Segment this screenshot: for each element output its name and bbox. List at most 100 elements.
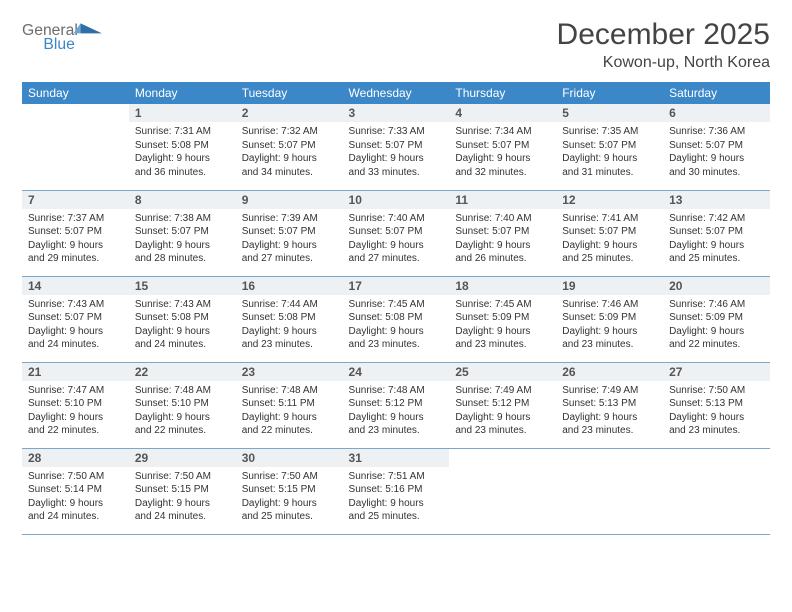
day-text: Sunrise: 7:45 AMSunset: 5:09 PMDaylight:…	[449, 295, 556, 356]
calendar-row: 14Sunrise: 7:43 AMSunset: 5:07 PMDayligh…	[22, 276, 770, 362]
day-text-line: and 25 minutes.	[349, 510, 444, 524]
day-text-line: Sunset: 5:08 PM	[135, 139, 230, 153]
day-text: Sunrise: 7:44 AMSunset: 5:08 PMDaylight:…	[236, 295, 343, 356]
calendar-cell: 16Sunrise: 7:44 AMSunset: 5:08 PMDayligh…	[236, 276, 343, 362]
calendar-cell	[22, 104, 129, 190]
day-text-line: and 23 minutes.	[455, 338, 550, 352]
day-text-line: Sunrise: 7:41 AM	[562, 212, 657, 226]
day-text: Sunrise: 7:50 AMSunset: 5:15 PMDaylight:…	[236, 467, 343, 528]
day-text-line: Sunset: 5:10 PM	[135, 397, 230, 411]
day-number: 23	[236, 363, 343, 381]
day-number: 10	[343, 191, 450, 209]
day-text: Sunrise: 7:42 AMSunset: 5:07 PMDaylight:…	[663, 209, 770, 270]
day-text-line: Sunrise: 7:38 AM	[135, 212, 230, 226]
day-number	[663, 449, 770, 467]
calendar-cell: 30Sunrise: 7:50 AMSunset: 5:15 PMDayligh…	[236, 448, 343, 534]
day-text-line: Sunrise: 7:42 AM	[669, 212, 764, 226]
day-text-line: Daylight: 9 hours	[242, 325, 337, 339]
day-number	[22, 104, 129, 122]
day-text-line: Sunrise: 7:44 AM	[242, 298, 337, 312]
page-subtitle: Kowon-up, North Korea	[557, 54, 770, 72]
day-text-line: Sunrise: 7:34 AM	[455, 125, 550, 139]
day-text-line: Sunrise: 7:36 AM	[669, 125, 764, 139]
day-text-line: Sunset: 5:09 PM	[455, 311, 550, 325]
day-text-line: Sunset: 5:07 PM	[349, 225, 444, 239]
dayhead-thu: Thursday	[449, 82, 556, 104]
day-number: 7	[22, 191, 129, 209]
day-text: Sunrise: 7:43 AMSunset: 5:08 PMDaylight:…	[129, 295, 236, 356]
day-number: 29	[129, 449, 236, 467]
day-text-line: and 22 minutes.	[135, 424, 230, 438]
calendar-cell: 21Sunrise: 7:47 AMSunset: 5:10 PMDayligh…	[22, 362, 129, 448]
day-text: Sunrise: 7:45 AMSunset: 5:08 PMDaylight:…	[343, 295, 450, 356]
day-text: Sunrise: 7:48 AMSunset: 5:10 PMDaylight:…	[129, 381, 236, 442]
day-text-line: Sunset: 5:07 PM	[135, 225, 230, 239]
day-text	[663, 467, 770, 474]
day-text-line: Sunset: 5:07 PM	[562, 225, 657, 239]
day-text-line: Daylight: 9 hours	[28, 239, 123, 253]
day-text: Sunrise: 7:32 AMSunset: 5:07 PMDaylight:…	[236, 122, 343, 183]
day-text-line: and 22 minutes.	[28, 424, 123, 438]
day-text-line: Sunrise: 7:45 AM	[349, 298, 444, 312]
day-text-line: Daylight: 9 hours	[669, 325, 764, 339]
dayhead-mon: Monday	[129, 82, 236, 104]
day-text-line: and 24 minutes.	[135, 510, 230, 524]
day-text-line: and 33 minutes.	[349, 166, 444, 180]
day-text-line: and 27 minutes.	[242, 252, 337, 266]
day-text-line: Sunset: 5:09 PM	[562, 311, 657, 325]
day-number: 11	[449, 191, 556, 209]
day-text: Sunrise: 7:35 AMSunset: 5:07 PMDaylight:…	[556, 122, 663, 183]
dayhead-fri: Friday	[556, 82, 663, 104]
day-text: Sunrise: 7:39 AMSunset: 5:07 PMDaylight:…	[236, 209, 343, 270]
day-text-line: and 27 minutes.	[349, 252, 444, 266]
day-text-line: Sunset: 5:15 PM	[135, 483, 230, 497]
calendar-cell: 25Sunrise: 7:49 AMSunset: 5:12 PMDayligh…	[449, 362, 556, 448]
day-text-line: and 36 minutes.	[135, 166, 230, 180]
day-text: Sunrise: 7:40 AMSunset: 5:07 PMDaylight:…	[449, 209, 556, 270]
title-block: December 2025 Kowon-up, North Korea	[557, 18, 770, 72]
day-text-line: Sunrise: 7:43 AM	[135, 298, 230, 312]
calendar-row: 7Sunrise: 7:37 AMSunset: 5:07 PMDaylight…	[22, 190, 770, 276]
day-text-line: Sunset: 5:09 PM	[669, 311, 764, 325]
calendar-cell: 23Sunrise: 7:48 AMSunset: 5:11 PMDayligh…	[236, 362, 343, 448]
day-text-line: Daylight: 9 hours	[242, 411, 337, 425]
day-text-line: Daylight: 9 hours	[349, 239, 444, 253]
day-text-line: Sunrise: 7:49 AM	[455, 384, 550, 398]
day-text-line: Sunrise: 7:50 AM	[242, 470, 337, 484]
calendar-cell: 17Sunrise: 7:45 AMSunset: 5:08 PMDayligh…	[343, 276, 450, 362]
day-text-line: Sunset: 5:07 PM	[28, 225, 123, 239]
day-text-line: Sunset: 5:16 PM	[349, 483, 444, 497]
day-number: 28	[22, 449, 129, 467]
day-text-line: Daylight: 9 hours	[28, 325, 123, 339]
day-text-line: Sunset: 5:08 PM	[242, 311, 337, 325]
day-text-line: and 22 minutes.	[242, 424, 337, 438]
day-number: 12	[556, 191, 663, 209]
calendar-row: 1Sunrise: 7:31 AMSunset: 5:08 PMDaylight…	[22, 104, 770, 190]
day-text-line: and 22 minutes.	[669, 338, 764, 352]
day-text-line: Sunrise: 7:45 AM	[455, 298, 550, 312]
day-text: Sunrise: 7:33 AMSunset: 5:07 PMDaylight:…	[343, 122, 450, 183]
day-text-line: Sunrise: 7:48 AM	[349, 384, 444, 398]
day-text-line: Sunset: 5:10 PM	[28, 397, 123, 411]
page-title: December 2025	[557, 18, 770, 52]
day-number: 14	[22, 277, 129, 295]
day-text-line: and 24 minutes.	[28, 338, 123, 352]
day-text-line: Daylight: 9 hours	[562, 325, 657, 339]
calendar-cell: 4Sunrise: 7:34 AMSunset: 5:07 PMDaylight…	[449, 104, 556, 190]
day-text-line: and 23 minutes.	[242, 338, 337, 352]
dayhead-wed: Wednesday	[343, 82, 450, 104]
day-text-line: Sunset: 5:07 PM	[349, 139, 444, 153]
day-text: Sunrise: 7:37 AMSunset: 5:07 PMDaylight:…	[22, 209, 129, 270]
day-text-line: Daylight: 9 hours	[455, 325, 550, 339]
day-text-line: Daylight: 9 hours	[669, 239, 764, 253]
day-text-line: Sunset: 5:08 PM	[349, 311, 444, 325]
day-text: Sunrise: 7:36 AMSunset: 5:07 PMDaylight:…	[663, 122, 770, 183]
day-text-line: Daylight: 9 hours	[669, 152, 764, 166]
day-text-line: Daylight: 9 hours	[562, 152, 657, 166]
day-text-line: Sunset: 5:11 PM	[242, 397, 337, 411]
dayhead-sat: Saturday	[663, 82, 770, 104]
calendar-cell	[556, 448, 663, 534]
day-text-line: and 23 minutes.	[349, 338, 444, 352]
day-text-line: Daylight: 9 hours	[135, 239, 230, 253]
day-number: 25	[449, 363, 556, 381]
